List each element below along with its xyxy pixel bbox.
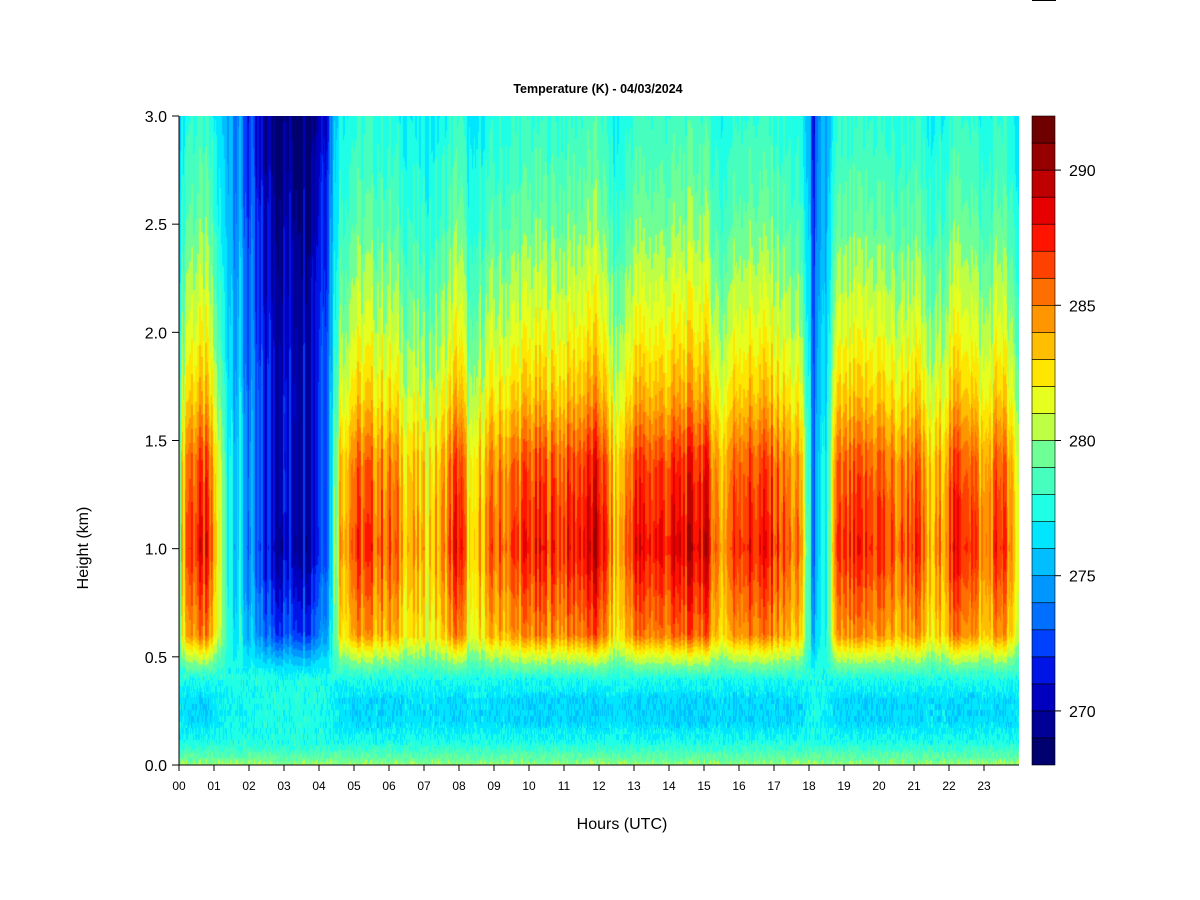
colorbar-bin (1031, 359, 1056, 387)
temperature-heatmap (179, 116, 1019, 765)
x-axis-label: Hours (UTC) (577, 816, 668, 833)
x-tick-label: 04 (312, 779, 326, 793)
x-tick-label: 00 (172, 779, 186, 793)
x-tick-label: 11 (558, 779, 571, 793)
x-tick-label: 01 (207, 779, 221, 793)
colorbar-bin (1031, 440, 1056, 468)
colorbar-tick-label: 270 (1069, 704, 1096, 721)
y-axis: 0.0 0.5 1.0 1.5 2.0 2.5 3.0 (145, 109, 179, 775)
x-tick-label: 14 (662, 779, 676, 793)
colorbar-tick-label: 280 (1069, 434, 1096, 451)
colorbar (1031, 115, 1056, 766)
x-axis: 00 01 02 03 04 05 06 07 08 09 10 11 12 13 14 15 16 17 18 19… (172, 765, 991, 793)
y-tick-label: 0.5 (145, 650, 167, 667)
x-tick-label: 07 (417, 779, 431, 793)
colorbar-bin (1031, 683, 1056, 712)
colorbar-bin (1031, 304, 1056, 333)
colorbar-bin (1031, 386, 1056, 414)
x-tick-label: 22 (942, 779, 956, 793)
colorbar-bin (1031, 656, 1056, 685)
corner-mark (1032, 0, 1056, 1)
y-tick-label: 3.0 (145, 109, 167, 126)
colorbar-tick-label: 290 (1069, 163, 1096, 180)
chart-title: Temperature (K) - 04/03/2024 (513, 82, 682, 96)
colorbar-bin (1031, 115, 1056, 144)
x-tick-label: 09 (487, 779, 501, 793)
y-tick-label: 1.0 (145, 542, 167, 559)
colorbar-ticks: 270 275 280 285 290 (1055, 163, 1096, 721)
colorbar-bin (1031, 629, 1056, 658)
x-tick-label: 17 (767, 779, 781, 793)
colorbar-bin (1031, 413, 1056, 441)
colorbar-bin (1031, 277, 1056, 306)
colorbar-bin (1031, 548, 1056, 577)
colorbar-bin (1031, 332, 1056, 360)
colorbar-bin (1031, 737, 1056, 766)
colorbar-bin (1031, 250, 1056, 279)
x-tick-label: 05 (347, 779, 361, 793)
colorbar-bin (1031, 169, 1056, 198)
x-tick-label: 15 (697, 779, 711, 793)
y-tick-label: 1.5 (145, 434, 167, 451)
colorbar-bin (1031, 575, 1056, 604)
colorbar-bin (1031, 467, 1056, 495)
plot-area (178, 116, 1019, 766)
x-tick-label: 06 (382, 779, 396, 793)
colorbar-tick-label: 275 (1069, 569, 1096, 586)
x-tick-label: 23 (977, 779, 991, 793)
x-tick-label: 20 (872, 779, 886, 793)
y-axis-label: Height (km) (75, 507, 92, 590)
x-tick-label: 12 (592, 779, 606, 793)
colorbar-bin (1031, 223, 1056, 252)
colorbar-bin (1031, 142, 1056, 171)
x-tick-label: 19 (837, 779, 851, 793)
x-tick-label: 10 (522, 779, 536, 793)
y-tick-label: 2.0 (145, 325, 167, 342)
x-tick-label: 16 (732, 779, 746, 793)
x-tick-label: 21 (907, 779, 921, 793)
x-tick-label: 13 (627, 779, 641, 793)
x-tick-label: 02 (242, 779, 256, 793)
y-tick-label: 0.0 (145, 758, 167, 775)
colorbar-bin (1031, 710, 1056, 739)
colorbar-bin (1031, 494, 1056, 522)
y-tick-label: 2.5 (145, 217, 167, 234)
x-tick-label: 08 (452, 779, 466, 793)
x-tick-label: 18 (802, 779, 816, 793)
colorbar-bin (1031, 602, 1056, 631)
colorbar-tick-label: 285 (1069, 298, 1096, 315)
x-tick-label: 03 (277, 779, 291, 793)
colorbar-bin (1031, 196, 1056, 225)
colorbar-bin (1031, 521, 1056, 549)
